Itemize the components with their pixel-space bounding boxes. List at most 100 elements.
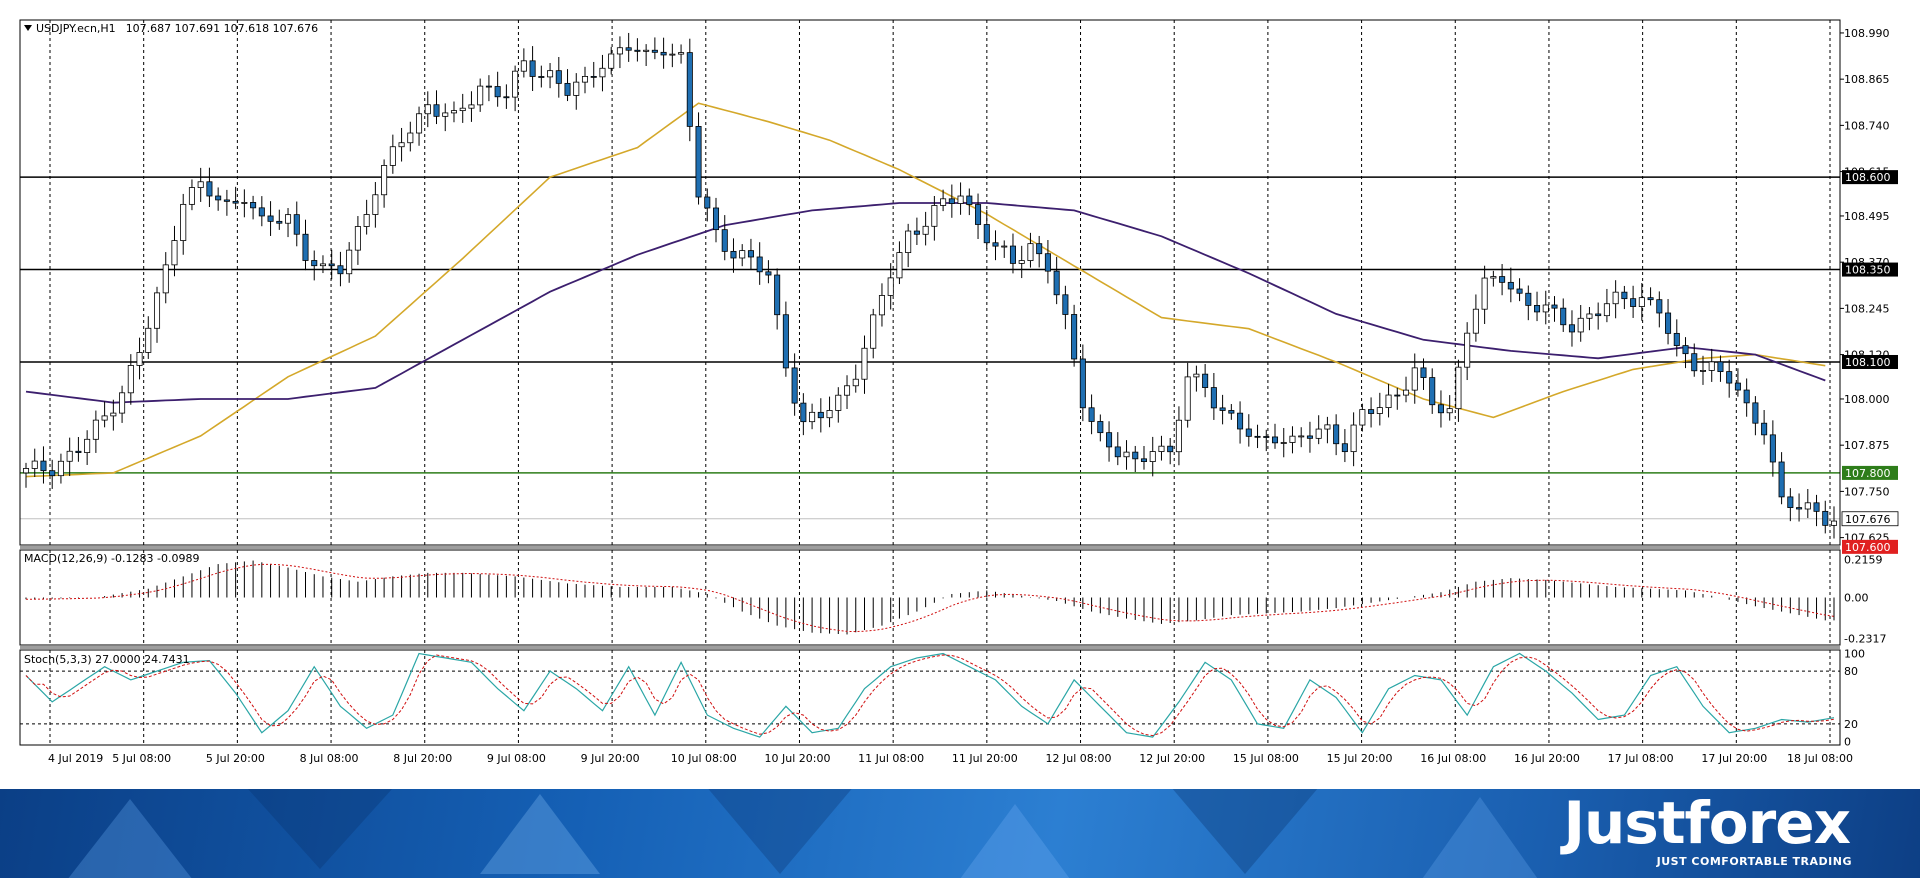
candle-body <box>424 104 431 115</box>
candle-body <box>302 233 309 261</box>
candle-body <box>581 76 589 83</box>
candle-body <box>1560 307 1567 326</box>
stoch-y-tick: 80 <box>1844 665 1858 678</box>
candle-body <box>1455 366 1462 410</box>
x-tick-label: 8 Jul 08:00 <box>300 752 359 765</box>
candle-body <box>1420 367 1427 378</box>
candle-body <box>75 450 82 453</box>
candle-body <box>1333 424 1340 445</box>
candle-body <box>153 292 161 329</box>
candle-body <box>503 96 510 99</box>
symbol-label: USDJPY.ecn,H1 <box>36 22 116 35</box>
macd-y-tick: -0.2317 <box>1844 632 1886 645</box>
candle-body <box>162 264 169 294</box>
candle-body <box>721 229 728 252</box>
candle-body <box>1402 389 1410 396</box>
candle-body <box>712 207 720 231</box>
level-price-tag <box>1842 539 1898 554</box>
brand-logo[interactable]: Justforex <box>1563 789 1851 857</box>
candle-body <box>817 411 824 419</box>
candle-body <box>887 277 894 296</box>
candle-body <box>1219 407 1226 411</box>
candle-body <box>747 250 754 258</box>
candle-body <box>1708 361 1715 371</box>
candle-body <box>547 70 554 78</box>
panel-separator <box>20 546 1840 549</box>
candle-body <box>660 51 667 56</box>
candle-body <box>1568 324 1575 333</box>
candle-body <box>1368 409 1375 414</box>
candle-body <box>1429 377 1436 406</box>
axis-labels: 4 Jul 2019 5 Jul 08:00 5 Jul 20:00 8 Jul 08… <box>48 27 1899 765</box>
candle-body <box>49 470 56 477</box>
candle-body <box>1507 281 1514 290</box>
candle-body <box>844 385 851 396</box>
candle-body <box>494 86 501 98</box>
candle-body <box>1437 404 1444 414</box>
candle-body <box>363 214 370 227</box>
candle-body <box>223 199 230 202</box>
candle-body <box>1691 353 1698 372</box>
candle-body <box>686 52 693 127</box>
candle-body <box>1324 424 1331 430</box>
candle-body <box>800 402 807 423</box>
decor-triangle <box>230 789 410 869</box>
candle-body <box>1114 446 1121 458</box>
candle-body <box>1263 436 1270 438</box>
current-price-label: 107.676 <box>1845 513 1891 526</box>
macd-y-tick: 0.2159 <box>1844 554 1883 567</box>
candle-body <box>267 215 274 222</box>
x-tick-label: 11 Jul 20:00 <box>952 752 1018 765</box>
candle-body <box>101 415 108 421</box>
grid-layer <box>49 20 1831 745</box>
candle-body <box>555 70 562 84</box>
candle-body <box>1804 502 1811 510</box>
candle-body <box>643 49 650 52</box>
candle-body <box>136 352 143 366</box>
x-tick-label: 11 Jul 08:00 <box>858 752 924 765</box>
candle-body <box>1411 367 1418 391</box>
candle-body <box>616 47 623 55</box>
level-price-tag <box>1842 354 1898 369</box>
candle-body <box>1796 507 1803 510</box>
candle-body <box>1542 304 1549 313</box>
candle-body <box>119 392 126 414</box>
candle-body <box>22 468 30 474</box>
candle-body <box>1376 407 1383 414</box>
candle-body <box>459 107 466 112</box>
candle-body <box>276 220 283 224</box>
candle-body <box>878 295 885 316</box>
candle-body <box>730 250 737 259</box>
candle-body <box>1673 332 1680 346</box>
y-tick-label: 108.245 <box>1844 302 1890 315</box>
candle-body <box>599 67 606 78</box>
candle-body <box>171 240 178 266</box>
candle-body <box>1271 436 1279 444</box>
candle-body <box>1813 502 1820 512</box>
candle-body <box>1228 410 1235 414</box>
candle-body <box>634 49 641 52</box>
candle-body <box>206 181 213 197</box>
candle-body <box>1237 412 1244 430</box>
candle-body <box>573 81 580 96</box>
decor-triangle <box>480 794 600 874</box>
panel-frame <box>19 549 1841 646</box>
candle-body <box>127 365 134 394</box>
candle-body <box>1621 291 1628 300</box>
x-tick-label: 5 Jul 08:00 <box>112 752 171 765</box>
candle-body <box>520 60 527 72</box>
candle-body <box>1175 419 1182 453</box>
menu-triangle-icon[interactable] <box>24 25 32 31</box>
candle-body <box>1044 253 1051 272</box>
x-tick-label: 15 Jul 08:00 <box>1233 752 1299 765</box>
x-tick-label: 5 Jul 20:00 <box>206 752 265 765</box>
candle-body <box>40 460 47 472</box>
candle-body <box>1036 243 1043 255</box>
candle-body <box>1062 294 1069 315</box>
decor-triangle <box>1420 797 1540 878</box>
candle-body <box>1499 276 1506 283</box>
decor-triangle <box>1160 789 1330 874</box>
candle-body <box>651 49 658 53</box>
candle-body <box>870 314 877 349</box>
candle-body <box>250 202 257 209</box>
